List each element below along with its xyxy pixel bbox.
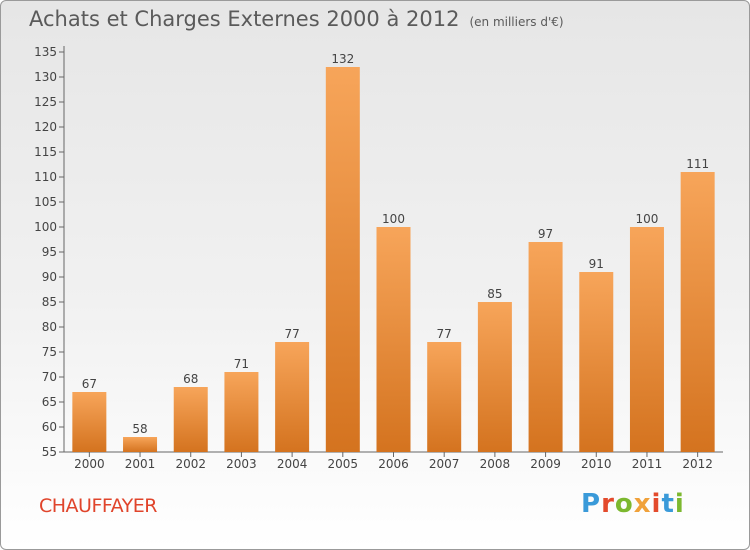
y-tick-label: 115 (34, 145, 57, 159)
bar (680, 172, 715, 452)
y-tick-label: 55 (42, 445, 57, 459)
brand-letter: r (601, 489, 615, 519)
x-tick-label: 2004 (277, 457, 308, 471)
title-text: Achats et Charges Externes 2000 à 2012 (29, 7, 460, 31)
bar (427, 342, 462, 452)
bar-chart: 55 60 65 70 75 80 85 90 95 100 105 110 115 120 125 130 1… (34, 45, 723, 471)
y-tick-label: 65 (42, 395, 57, 409)
y-tick-label: 75 (42, 345, 57, 359)
y-tick-label: 110 (34, 170, 57, 184)
x-tick-label: 2002 (175, 457, 206, 471)
y-tick-label: 95 (42, 245, 57, 259)
y-tick-label: 60 (42, 420, 57, 434)
data-label: 91 (589, 257, 604, 271)
title-unit: (en milliers d'€) (469, 15, 564, 29)
brand-letter: t (661, 489, 675, 519)
data-label: 111 (686, 157, 709, 171)
chart-bars (72, 67, 715, 452)
data-label: 97 (538, 227, 553, 241)
brand-letter: P (581, 489, 602, 519)
y-tick-label: 70 (42, 370, 57, 384)
x-tick-label: 2003 (226, 457, 257, 471)
chart-title: Achats et Charges Externes 2000 à 2012 (e… (29, 7, 564, 31)
y-tick-label: 135 (34, 45, 57, 59)
x-tick-label: 2012 (682, 457, 713, 471)
brand-letter: i (651, 489, 662, 519)
x-tick-label: 2011 (632, 457, 663, 471)
bar (579, 272, 614, 452)
y-tick-label: 80 (42, 320, 57, 334)
bar (275, 342, 310, 452)
y-tick-label: 105 (34, 195, 57, 209)
bar (477, 302, 512, 452)
y-tick-label: 90 (42, 270, 57, 284)
chart-axes: 55 60 65 70 75 80 85 90 95 100 105 110 115 120 125 130 1… (34, 45, 723, 471)
x-tick-label: 2000 (74, 457, 105, 471)
bar (123, 437, 158, 452)
bar (376, 227, 411, 452)
x-tick-label: 2009 (530, 457, 561, 471)
data-label: 71 (234, 357, 249, 371)
x-tick-label: 2001 (125, 457, 156, 471)
data-label: 77 (437, 327, 452, 341)
bar (173, 387, 208, 452)
data-label: 58 (132, 422, 147, 436)
data-label: 68 (183, 372, 198, 386)
y-tick-label: 100 (34, 220, 57, 234)
x-tick-label: 2008 (480, 457, 511, 471)
data-label: 100 (382, 212, 405, 226)
bar (224, 372, 259, 452)
x-tick-label: 2010 (581, 457, 612, 471)
y-tick-label: 125 (34, 95, 57, 109)
y-tick-label: 130 (34, 70, 57, 84)
x-tick-label: 2006 (378, 457, 409, 471)
bar (72, 392, 107, 452)
data-label: 100 (636, 212, 659, 226)
data-label: 77 (284, 327, 299, 341)
bar (528, 242, 563, 452)
bar (629, 227, 664, 452)
brand-letter: i (674, 489, 685, 519)
data-label: 67 (82, 377, 97, 391)
bar (325, 67, 360, 452)
data-label: 132 (331, 52, 354, 66)
brand-letter: o (614, 489, 634, 519)
brand-letter: x (633, 489, 652, 519)
y-tick-label: 120 (34, 120, 57, 134)
y-tick-label: 85 (42, 295, 57, 309)
city-name: CHAUFFAYER (39, 495, 157, 517)
brand-logo: Proxiti (581, 489, 685, 519)
chart-data-labels: 67 58 68 71 77 132 100 77 85 97 91 100 111 (82, 52, 709, 436)
x-tick-label: 2005 (328, 457, 359, 471)
x-tick-label: 2007 (429, 457, 460, 471)
data-label: 85 (487, 287, 502, 301)
